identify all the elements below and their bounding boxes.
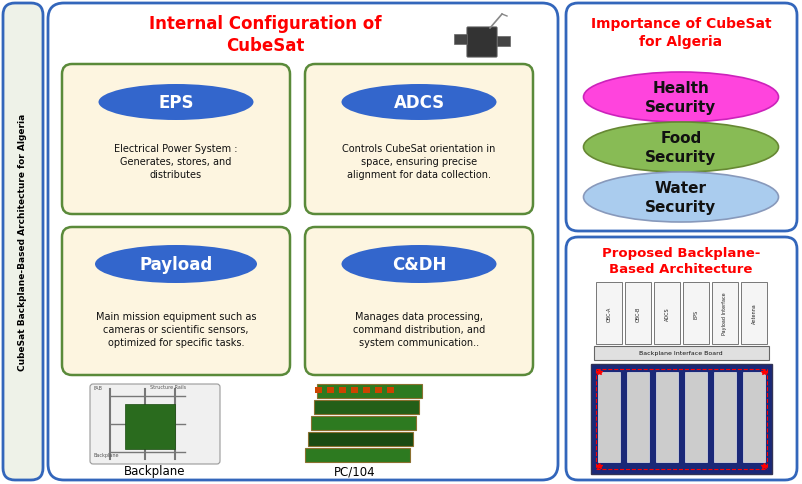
Text: PC/104: PC/104 — [334, 465, 375, 478]
FancyBboxPatch shape — [467, 28, 496, 58]
FancyBboxPatch shape — [62, 227, 290, 375]
FancyBboxPatch shape — [3, 4, 43, 480]
Bar — [590, 364, 771, 474]
Bar — [653, 283, 679, 344]
Bar — [305, 448, 410, 462]
Text: Payload: Payload — [140, 256, 213, 273]
Bar — [684, 372, 706, 462]
Text: OBC-B: OBC-B — [634, 306, 640, 321]
Text: Backplane: Backplane — [124, 465, 185, 478]
Text: Structure Rails: Structure Rails — [150, 384, 186, 389]
Bar — [310, 416, 415, 430]
Bar — [317, 384, 422, 398]
Ellipse shape — [99, 85, 253, 121]
Bar — [597, 372, 619, 462]
Bar — [683, 283, 708, 344]
FancyBboxPatch shape — [565, 4, 796, 231]
Bar — [624, 283, 650, 344]
Bar — [655, 372, 677, 462]
Bar — [711, 283, 737, 344]
Bar — [314, 400, 419, 414]
Bar — [363, 387, 370, 393]
Text: Electrical Power System :
Generates, stores, and
distributes: Electrical Power System : Generates, sto… — [114, 143, 237, 180]
Text: FAB: FAB — [94, 385, 103, 390]
Text: EPS: EPS — [158, 94, 193, 112]
Bar — [740, 283, 766, 344]
Bar — [496, 37, 509, 47]
Text: Health
Security: Health Security — [645, 81, 715, 115]
Bar — [326, 387, 334, 393]
Bar — [387, 387, 394, 393]
FancyBboxPatch shape — [48, 4, 557, 480]
Text: CubeSat Backplane-Based Architecture for Algeria: CubeSat Backplane-Based Architecture for… — [18, 113, 27, 370]
Text: Controls CubeSat orientation in
space, ensuring precise
alignment for data colle: Controls CubeSat orientation in space, e… — [342, 143, 495, 180]
Ellipse shape — [341, 85, 496, 121]
FancyBboxPatch shape — [62, 65, 290, 214]
Text: Internal Configuration of
CubeSat: Internal Configuration of CubeSat — [148, 15, 381, 55]
Bar — [314, 387, 322, 393]
Text: Main mission equipment such as
cameras or scientific sensors,
optimized for spec: Main mission equipment such as cameras o… — [95, 311, 256, 348]
Ellipse shape — [341, 245, 496, 284]
FancyBboxPatch shape — [90, 384, 220, 464]
Text: Water
Security: Water Security — [645, 181, 715, 214]
Text: ADCS: ADCS — [393, 94, 444, 112]
Text: C&DH: C&DH — [391, 256, 446, 273]
Text: Backplane: Backplane — [94, 452, 119, 457]
Bar — [593, 346, 768, 360]
Text: Backplane Interface Board: Backplane Interface Board — [638, 351, 722, 356]
Ellipse shape — [583, 73, 777, 123]
Text: Food
Security: Food Security — [645, 131, 715, 165]
Bar — [595, 283, 622, 344]
Bar — [453, 35, 467, 45]
Bar — [350, 387, 358, 393]
FancyBboxPatch shape — [305, 227, 533, 375]
Bar — [125, 404, 175, 449]
Text: Antenna: Antenna — [751, 303, 755, 324]
Text: OBC-A: OBC-A — [606, 306, 611, 321]
Bar — [308, 432, 412, 446]
Text: EPS: EPS — [693, 309, 698, 318]
Bar — [338, 387, 346, 393]
Bar — [713, 372, 735, 462]
Ellipse shape — [583, 173, 777, 223]
Text: ADCS: ADCS — [664, 306, 669, 320]
FancyBboxPatch shape — [305, 65, 533, 214]
FancyBboxPatch shape — [565, 238, 796, 480]
Text: Manages data processing,
command distribution, and
system communication..: Manages data processing, command distrib… — [352, 311, 484, 348]
Text: Importance of CubeSat
for Algeria: Importance of CubeSat for Algeria — [590, 17, 771, 48]
Ellipse shape — [583, 123, 777, 173]
Bar — [742, 372, 764, 462]
Ellipse shape — [95, 245, 257, 284]
Bar — [375, 387, 382, 393]
Text: Proposed Backplane-
Based Architecture: Proposed Backplane- Based Architecture — [601, 247, 759, 276]
Text: Payload Interface: Payload Interface — [722, 292, 727, 334]
Bar — [626, 372, 648, 462]
